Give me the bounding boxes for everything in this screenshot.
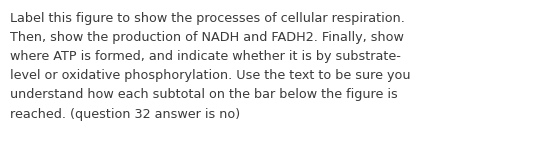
- Text: Label this figure to show the processes of cellular respiration.
Then, show the : Label this figure to show the processes …: [10, 12, 411, 121]
